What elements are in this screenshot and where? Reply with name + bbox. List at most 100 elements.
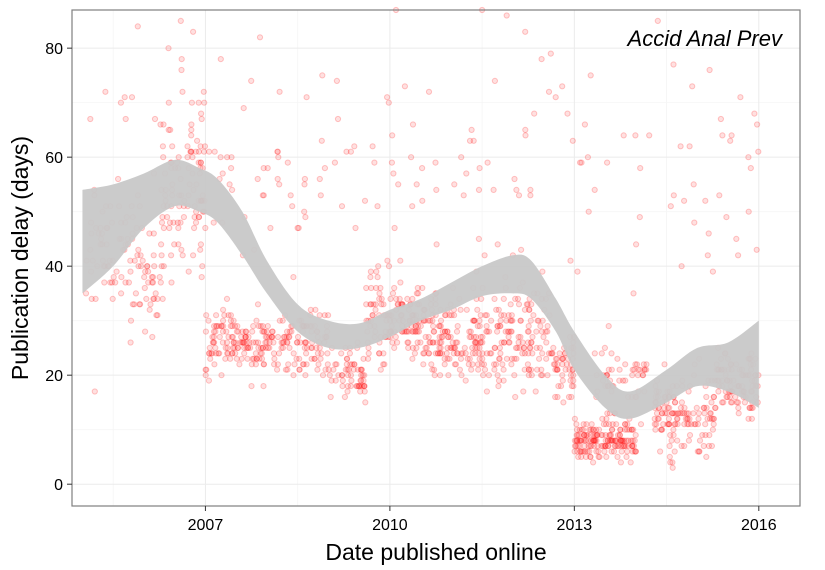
data-point	[290, 350, 297, 357]
data-point	[357, 388, 364, 395]
data-point	[175, 154, 182, 161]
data-point	[578, 426, 585, 433]
data-point	[374, 203, 381, 210]
data-point	[629, 372, 636, 379]
data-point	[433, 241, 440, 248]
y-tick-label: 20	[45, 368, 63, 385]
y-tick-label: 60	[45, 150, 63, 167]
data-point	[605, 442, 612, 450]
data-point	[544, 328, 551, 335]
data-point	[483, 328, 490, 335]
data-point	[245, 344, 252, 351]
data-point	[409, 344, 416, 351]
data-point	[477, 333, 484, 341]
data-point	[252, 350, 259, 357]
data-point	[259, 328, 266, 335]
data-point	[542, 328, 549, 335]
data-point	[526, 344, 534, 351]
data-point	[632, 361, 639, 368]
data-point	[651, 415, 658, 422]
data-point	[476, 323, 483, 330]
data-point	[657, 448, 664, 455]
data-point	[264, 165, 271, 172]
data-point	[220, 317, 227, 324]
data-point	[606, 432, 613, 439]
data-point	[117, 99, 125, 106]
data-point	[429, 317, 436, 324]
data-point	[339, 377, 346, 384]
data-point	[419, 165, 426, 172]
data-point	[494, 328, 501, 335]
data-point	[209, 350, 216, 357]
data-point	[290, 372, 297, 379]
data-point	[528, 301, 535, 308]
data-point	[641, 366, 648, 373]
data-point	[628, 426, 635, 433]
data-point	[618, 437, 625, 444]
data-point	[159, 214, 166, 221]
data-point	[343, 148, 350, 155]
data-point	[118, 274, 125, 281]
data-point	[195, 148, 202, 155]
data-point	[502, 328, 509, 335]
data-point	[367, 301, 374, 308]
data-point	[462, 350, 469, 357]
data-point	[512, 393, 519, 401]
data-point	[469, 344, 476, 351]
data-point	[255, 323, 262, 330]
data-point	[723, 393, 730, 401]
data-point	[372, 301, 379, 308]
data-point	[612, 437, 619, 444]
data-point	[527, 186, 534, 193]
data-point	[587, 453, 594, 460]
data-point	[581, 437, 588, 444]
data-point	[234, 344, 242, 351]
data-point	[264, 333, 271, 341]
data-point	[197, 241, 204, 248]
data-point	[205, 317, 212, 324]
data-point	[326, 372, 333, 379]
data-point	[241, 344, 248, 351]
data-point	[438, 333, 445, 341]
data-point	[578, 448, 586, 455]
data-point	[666, 421, 673, 428]
data-point	[531, 110, 538, 117]
data-point	[497, 323, 504, 330]
data-point	[605, 366, 612, 373]
data-point	[444, 328, 451, 335]
data-point	[149, 274, 157, 281]
data-point	[381, 361, 388, 368]
data-point	[225, 312, 232, 319]
data-point	[317, 355, 324, 362]
data-point	[422, 333, 429, 341]
data-point	[703, 453, 710, 460]
data-point	[363, 301, 370, 308]
data-point	[519, 350, 526, 357]
data-point	[437, 344, 444, 351]
data-point	[505, 312, 512, 319]
data-point	[333, 77, 340, 85]
data-point	[354, 383, 361, 390]
data-point	[253, 355, 260, 362]
data-point	[426, 339, 433, 346]
data-point	[557, 383, 565, 390]
data-point	[322, 366, 329, 373]
data-point	[385, 99, 392, 106]
data-point	[517, 333, 524, 341]
data-point	[515, 333, 522, 341]
data-point	[635, 366, 642, 373]
data-point	[475, 350, 483, 357]
data-point	[508, 328, 515, 335]
data-point	[239, 339, 246, 346]
data-point	[751, 110, 758, 117]
data-point	[745, 415, 752, 422]
data-point	[499, 361, 506, 368]
data-point	[475, 235, 482, 242]
data-point	[590, 432, 597, 439]
data-point	[330, 366, 337, 373]
data-point	[598, 350, 605, 357]
data-point	[389, 339, 396, 346]
panel-border	[71, 9, 801, 507]
data-point	[681, 410, 688, 417]
data-point	[167, 126, 174, 133]
